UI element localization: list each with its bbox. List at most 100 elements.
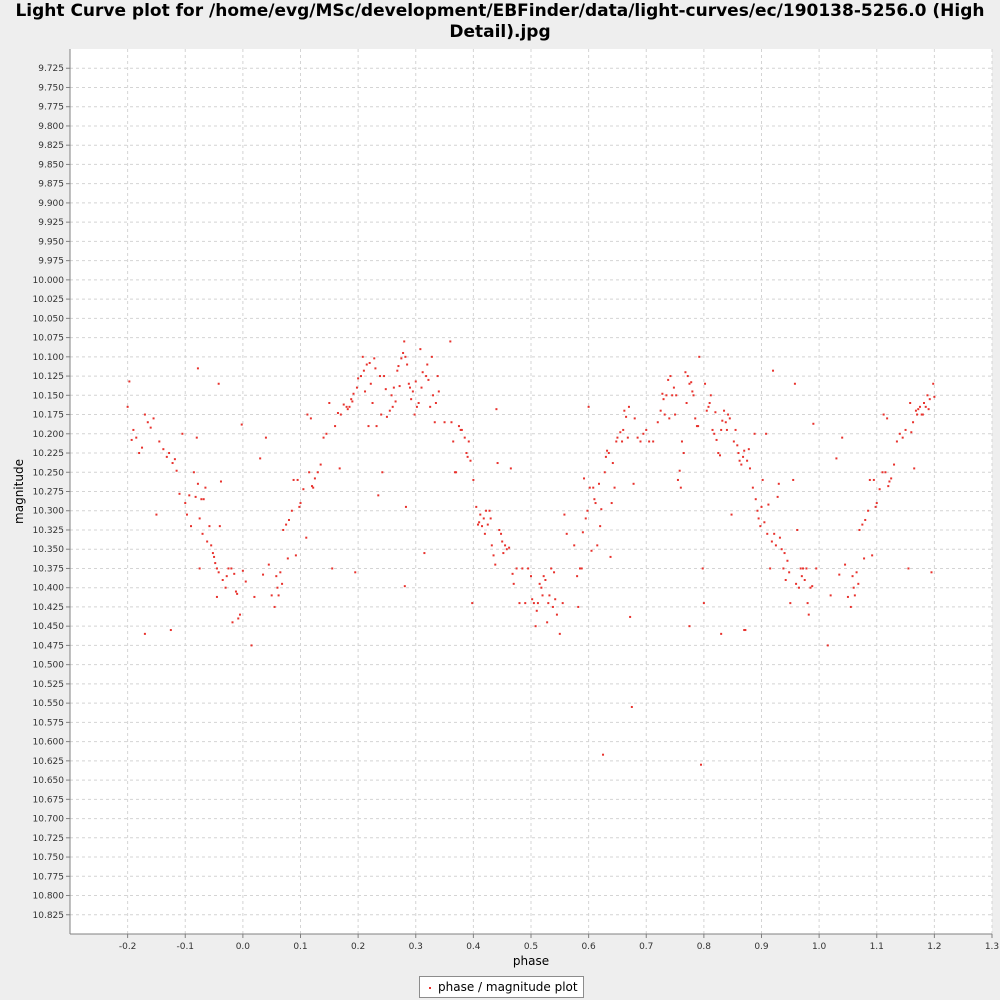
- data-point: [621, 440, 624, 443]
- data-point: [381, 471, 384, 474]
- data-point: [829, 594, 832, 597]
- data-point: [334, 425, 337, 428]
- data-point: [694, 417, 697, 420]
- data-point: [691, 390, 694, 393]
- data-point: [396, 369, 399, 372]
- data-point: [767, 503, 770, 506]
- data-point: [184, 502, 187, 505]
- data-point: [888, 480, 891, 483]
- data-point: [863, 557, 866, 560]
- data-point: [313, 477, 316, 480]
- data-point: [789, 602, 792, 605]
- data-point: [868, 478, 871, 481]
- data-point: [188, 494, 191, 497]
- data-point: [642, 432, 645, 435]
- data-point: [796, 528, 799, 531]
- x-tick-label: 0.9: [754, 942, 769, 952]
- data-point: [508, 546, 511, 549]
- data-point: [844, 563, 847, 566]
- data-point: [420, 386, 423, 389]
- data-point: [225, 575, 228, 578]
- data-point: [306, 413, 309, 416]
- data-point: [769, 567, 772, 570]
- data-point: [708, 402, 711, 404]
- y-tick-label: 10.675: [33, 795, 65, 805]
- data-point: [403, 585, 406, 588]
- data-point: [675, 394, 678, 397]
- data-point: [402, 351, 405, 354]
- grid-lines: [70, 49, 993, 934]
- data-point: [867, 509, 870, 512]
- data-point: [404, 355, 407, 358]
- data-point: [210, 544, 213, 547]
- data-point: [615, 440, 618, 443]
- legend: phase / magnitude plot: [419, 976, 584, 998]
- data-point: [485, 509, 488, 512]
- data-point: [536, 602, 539, 605]
- y-tick-label: 10.100: [33, 353, 65, 363]
- data-point: [672, 386, 675, 389]
- data-point: [701, 567, 704, 570]
- data-point: [581, 531, 584, 534]
- x-tick-label: 0.2: [351, 942, 365, 952]
- data-point: [757, 517, 760, 520]
- y-tick-label: 10.200: [33, 430, 65, 440]
- data-point: [918, 405, 921, 408]
- data-point: [452, 440, 455, 443]
- data-point: [625, 415, 628, 418]
- y-tick-label: 10.425: [33, 603, 65, 613]
- data-point: [455, 471, 458, 474]
- data-point: [661, 392, 664, 395]
- data-point: [213, 555, 216, 558]
- data-point: [391, 405, 394, 408]
- data-point: [561, 602, 564, 605]
- data-point: [135, 436, 138, 439]
- data-point: [475, 505, 478, 508]
- data-point: [524, 602, 527, 605]
- y-tick-label: 10.175: [33, 411, 65, 421]
- data-point: [509, 467, 512, 470]
- data-point: [342, 403, 345, 406]
- data-point: [371, 402, 374, 404]
- data-point: [530, 575, 532, 578]
- data-point: [492, 554, 495, 557]
- data-point: [460, 428, 463, 431]
- data-point: [924, 405, 927, 408]
- data-point: [592, 486, 595, 489]
- data-point: [234, 590, 237, 593]
- y-tick-label: 9.925: [38, 218, 64, 228]
- data-point: [319, 463, 322, 466]
- data-point: [282, 528, 285, 531]
- data-point: [383, 375, 386, 378]
- y-tick-label: 9.825: [38, 141, 64, 151]
- x-tick-label: -0.1: [176, 942, 194, 952]
- data-point: [394, 400, 397, 403]
- data-point: [668, 417, 671, 420]
- y-tick-label: 9.800: [38, 122, 64, 132]
- data-point: [548, 594, 551, 597]
- data-point: [736, 444, 739, 447]
- data-point: [927, 408, 930, 411]
- data-point: [855, 571, 858, 574]
- data-point: [864, 518, 867, 521]
- data-point: [380, 413, 383, 416]
- y-tick-label: 10.300: [33, 507, 65, 517]
- data-point: [273, 605, 276, 608]
- data-point: [221, 579, 224, 581]
- data-point: [436, 375, 439, 378]
- data-point: [538, 582, 541, 585]
- data-point: [531, 598, 534, 601]
- data-point: [250, 644, 253, 647]
- y-tick-label: 9.775: [38, 103, 64, 113]
- data-point: [586, 509, 589, 512]
- data-point: [743, 449, 746, 452]
- data-point: [606, 449, 609, 452]
- data-point: [352, 392, 355, 395]
- data-point: [737, 452, 740, 455]
- data-point: [230, 567, 233, 570]
- data-point: [619, 431, 622, 434]
- data-point: [143, 413, 146, 416]
- data-point: [429, 405, 432, 408]
- data-point: [648, 440, 651, 443]
- data-point: [609, 555, 612, 558]
